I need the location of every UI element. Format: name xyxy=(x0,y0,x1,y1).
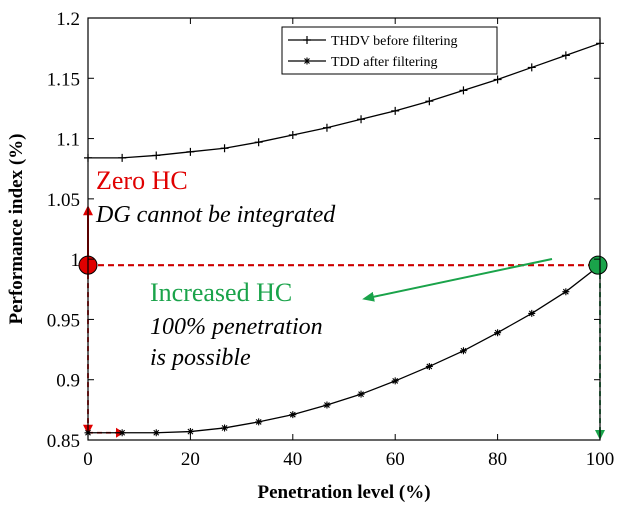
series-1-point-14 xyxy=(562,288,570,296)
series-0-point-3 xyxy=(186,147,195,156)
plot-area xyxy=(88,18,600,440)
y-axis-title: Performance index (%) xyxy=(6,134,27,325)
legend-star-marker xyxy=(303,57,311,65)
x-tick-label-2: 40 xyxy=(283,449,302,470)
series-0-point-5 xyxy=(254,138,263,147)
y-tick-label-0: 0.85 xyxy=(47,431,80,452)
series-0-point-12 xyxy=(493,75,502,84)
legend-label-thdv: THDV before filtering xyxy=(331,34,457,49)
y-tick-label-1: 0.9 xyxy=(56,371,80,392)
legend-marker-tdd xyxy=(303,57,311,65)
series-1-point-7 xyxy=(323,401,331,409)
series-0-point-2 xyxy=(152,151,161,160)
y-tick-label-7: 1.2 xyxy=(56,9,80,30)
x-axis-title: Penetration level (%) xyxy=(257,482,430,503)
y-tick-label-4: 1.05 xyxy=(47,190,80,211)
series-1-point-10 xyxy=(425,362,433,370)
plot-frame xyxy=(87,17,601,441)
series-1-point-11 xyxy=(459,347,467,355)
series-1-point-9 xyxy=(391,377,399,385)
increased-hc-line2: is possible xyxy=(150,345,251,371)
x-tick-label-0: 0 xyxy=(83,449,93,470)
series-1-point-8 xyxy=(357,390,365,398)
legend-plus-marker xyxy=(303,36,311,44)
zero-hc-label: Zero HC xyxy=(96,166,188,195)
increased-hc-line1: 100% penetration xyxy=(150,314,323,340)
series-1-point-5 xyxy=(255,418,263,426)
series-1-point-13 xyxy=(528,309,536,317)
y-tick-label-6: 1.15 xyxy=(47,69,80,90)
series-1-point-1 xyxy=(118,429,126,437)
x-tick-label-3: 60 xyxy=(386,449,405,470)
x-tick-label-4: 80 xyxy=(488,449,507,470)
legend: THDV before filtering TDD after filterin… xyxy=(281,26,498,75)
y-tick-label-3: 1 xyxy=(71,250,81,271)
legend-marker-thdv xyxy=(303,36,311,44)
y-tick-label-2: 0.95 xyxy=(47,310,80,331)
series-line-0 xyxy=(88,42,601,159)
series-1-point-12 xyxy=(494,329,502,337)
series-0-point-10 xyxy=(425,97,434,106)
zero-hc-subtitle: DG cannot be integrated xyxy=(95,202,336,228)
series-0-point-6 xyxy=(288,130,297,139)
x-tick-label-1: 20 xyxy=(181,449,200,470)
series-1-point-6 xyxy=(289,411,297,419)
series-1-point-2 xyxy=(152,429,160,437)
series-0-point-4 xyxy=(220,144,229,153)
y-tick-label-5: 1.1 xyxy=(56,130,80,151)
series-1-point-3 xyxy=(186,428,194,436)
series-0-point-11 xyxy=(459,86,468,95)
series-0-point-13 xyxy=(527,63,536,72)
increased-hc-label: Increased HC xyxy=(150,278,292,307)
series-0-point-14 xyxy=(561,51,570,60)
series-0-point-1 xyxy=(118,153,127,162)
x-tick-label-5: 100 xyxy=(586,449,615,470)
axis-ticks: 0 20 40 60 80 100 0.85 0.9 0.95 1 1.05 1.1 1.15 1.2 xyxy=(47,9,615,470)
increased-hc-point xyxy=(588,255,608,275)
increased-hc-pointer-arrow xyxy=(362,258,553,302)
series-0-point-9 xyxy=(391,106,400,115)
series-line-1 xyxy=(88,264,601,434)
legend-label-tdd: TDD after filtering xyxy=(331,55,438,70)
series-0-point-7 xyxy=(322,123,331,132)
series-0-point-8 xyxy=(357,115,366,124)
series-1-point-4 xyxy=(221,424,229,432)
legend-box xyxy=(281,26,498,75)
